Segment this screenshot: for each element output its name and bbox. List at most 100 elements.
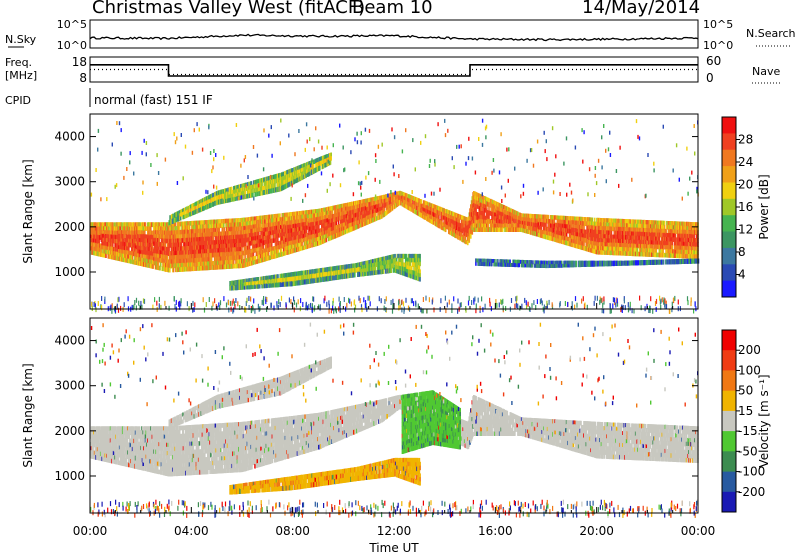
- power-panel-speckle: [410, 298, 412, 304]
- power-panel-band-0-cell: [197, 224, 200, 230]
- power-panel-speckle: [603, 296, 605, 302]
- power-panel-band-0-cell: [283, 239, 286, 245]
- power-panel-band-0-cell: [116, 247, 119, 253]
- power-panel-speckle: [192, 300, 194, 306]
- power-panel-band-0-cell: [252, 252, 255, 257]
- power-panel-speckle: [402, 301, 405, 307]
- power-panel-band-0-cell: [218, 227, 220, 233]
- power-panel-band-0-cell: [220, 219, 223, 224]
- noise-left-label: N.Sky: [5, 33, 37, 46]
- power-panel-band-0-cell: [99, 222, 102, 228]
- power-panel-band-0-cell: [294, 227, 296, 233]
- power-panel-band-0-cell: [257, 251, 259, 256]
- power-panel-speckle: [582, 296, 584, 302]
- power-panel-band-0-cell: [118, 245, 120, 250]
- power-panel-band-0-cell: [358, 223, 360, 229]
- power-panel-band-0-cell: [161, 226, 163, 231]
- power-panel-band-0-cell: [118, 249, 120, 254]
- power-panel-band-0-cell: [548, 227, 550, 232]
- power-panel-speckle: [97, 301, 99, 306]
- power-panel-band-0-cell: [236, 230, 239, 236]
- power-panel-band-0-cell: [241, 226, 243, 231]
- power-panel-speckle: [219, 300, 222, 306]
- power-panel-speckle: [114, 307, 116, 313]
- power-panel-band-0-cell: [308, 222, 310, 228]
- power-panel-speckle: [313, 296, 315, 302]
- power-panel-speckle: [390, 300, 392, 305]
- power-panel-band-0-cell: [260, 242, 262, 248]
- power-panel-band-0-cell: [172, 263, 174, 269]
- power-panel-band-0-cell: [242, 242, 244, 248]
- power-panel-band-0-cell: [166, 238, 169, 244]
- power-panel-band-0-cell: [119, 249, 122, 254]
- power-panel-speckle: [328, 300, 330, 306]
- power-panel-band-0-cell: [239, 222, 241, 227]
- power-panel-band-0-cell: [99, 226, 101, 232]
- power-panel-speckle: [612, 303, 614, 309]
- power-panel-band-0-cell: [174, 222, 176, 227]
- power-panel-band-0-cell: [267, 222, 270, 228]
- freq-tick-top: 18: [72, 55, 87, 69]
- power-panel-band-0-cell: [169, 267, 171, 273]
- power-panel-speckle: [398, 305, 400, 311]
- freq-tick-bottom: 8: [79, 71, 87, 85]
- power-panel-speckle: [539, 299, 541, 305]
- power-panel-speckle: [229, 300, 232, 306]
- power-panel-band-0-cell: [273, 238, 275, 243]
- power-panel-speckle: [361, 307, 363, 313]
- power-panel-speckle: [392, 298, 394, 304]
- power-panel-band-0-cell: [302, 218, 304, 223]
- power-panel-speckle: [694, 301, 696, 307]
- power-panel-speckle: [620, 307, 622, 313]
- power-panel-speckle: [186, 301, 188, 307]
- power-panel-band-0-cell: [286, 233, 289, 239]
- power-panel-band-0-cell: [351, 201, 353, 207]
- power-panel-speckle: [420, 307, 422, 313]
- power-panel-band-0-cell: [213, 244, 216, 250]
- power-panel-band-0-cell: [286, 212, 289, 218]
- power-panel-band-0-cell: [278, 229, 281, 234]
- power-panel-speckle: [168, 305, 170, 311]
- power-panel-band-0-cell: [285, 221, 287, 226]
- power-panel-speckle: [93, 302, 95, 307]
- power-panel-band-0-cell: [306, 240, 309, 246]
- power-panel-band-0-cell: [304, 222, 306, 227]
- power-panel-band-0-cell: [443, 208, 445, 213]
- power-panel-band-0-cell: [157, 230, 160, 235]
- power-panel-band-0-cell: [100, 252, 103, 257]
- power-panel-speckle: [648, 308, 650, 313]
- power-panel-band-0-cell: [135, 237, 138, 242]
- power-panel-band-0-cell: [269, 255, 271, 260]
- power-panel-band-0-cell: [283, 236, 285, 241]
- power-panel-speckle: [594, 295, 596, 301]
- power-panel-speckle: [328, 303, 330, 309]
- power-panel-band-0-cell: [211, 223, 214, 229]
- power-panel-band-0-cell: [192, 266, 195, 272]
- power-panel-speckle: [278, 299, 280, 305]
- power-panel-band-0-cell: [266, 214, 268, 220]
- power-panel-band-0-cell: [96, 226, 99, 232]
- power-panel-band-0-cell: [245, 221, 248, 227]
- power-panel-band-0-cell: [115, 247, 117, 252]
- power-panel-band-0-cell: [128, 258, 130, 264]
- power-panel-band-0-cell: [270, 254, 273, 260]
- power-panel-band-0-cell: [205, 261, 208, 267]
- power-panel-band-0-cell: [264, 227, 267, 233]
- power-panel-speckle: [120, 305, 122, 311]
- power-panel-band-0-cell: [299, 246, 302, 251]
- power-panel-band-0-cell: [517, 211, 519, 217]
- power-panel-band-0-cell: [275, 213, 277, 219]
- power-panel-band-0-cell: [178, 238, 181, 243]
- power-panel-band-0-cell: [178, 234, 180, 239]
- power-panel-speckle: [339, 301, 341, 306]
- power-panel-band-0-cell: [238, 226, 240, 231]
- power-panel-band-0-cell: [163, 250, 166, 256]
- power-panel-speckle: [254, 308, 256, 314]
- power-panel-speckle: [631, 308, 633, 314]
- power-panel-speckle: [524, 297, 526, 303]
- power-panel-band-0-cell: [315, 221, 317, 227]
- power-panel-speckle: [574, 296, 577, 302]
- power-panel-speckle: [306, 305, 309, 311]
- power-panel-data: [90, 118, 700, 314]
- power-panel-speckle: [276, 302, 278, 308]
